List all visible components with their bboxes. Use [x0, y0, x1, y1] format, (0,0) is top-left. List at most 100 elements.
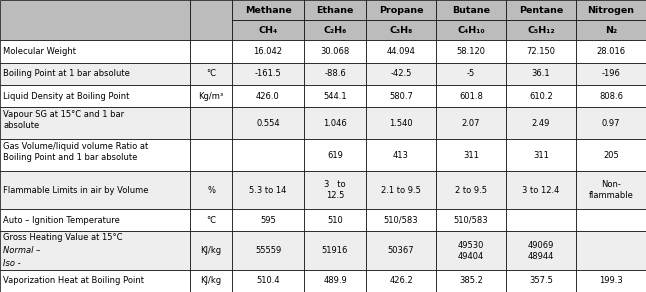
Bar: [0, 63, 190, 85]
Bar: [366, 209, 436, 232]
Text: 49530
49404: 49530 49404: [458, 241, 484, 261]
Text: Boiling Point at 1 bar absolute: Boiling Point at 1 bar absolute: [3, 69, 130, 78]
Bar: [304, 209, 366, 232]
Bar: [436, 171, 506, 209]
Bar: [190, 270, 232, 292]
Text: 510.4: 510.4: [256, 276, 280, 285]
Text: 199.3: 199.3: [599, 276, 623, 285]
Text: 72.150: 72.150: [526, 47, 556, 56]
Bar: [232, 270, 304, 292]
Text: N₂: N₂: [605, 26, 617, 35]
Text: 58.120: 58.120: [457, 47, 486, 56]
Bar: [506, 270, 576, 292]
Bar: [232, 209, 304, 232]
Text: 510/583: 510/583: [384, 216, 419, 225]
Bar: [506, 107, 576, 139]
Bar: [506, 0, 576, 20]
Bar: [366, 107, 436, 139]
Bar: [436, 20, 506, 40]
Text: 30.068: 30.068: [320, 47, 349, 56]
Text: 385.2: 385.2: [459, 276, 483, 285]
Bar: [190, 107, 232, 139]
Text: °C: °C: [206, 216, 216, 225]
Text: Kg/m³: Kg/m³: [198, 92, 224, 101]
Text: 311: 311: [533, 150, 549, 159]
Text: Butane: Butane: [452, 6, 490, 15]
Bar: [190, 171, 232, 209]
Bar: [190, 85, 232, 107]
Bar: [436, 85, 506, 107]
Bar: [366, 171, 436, 209]
Text: 426.2: 426.2: [389, 276, 413, 285]
Text: -196: -196: [601, 69, 620, 78]
Text: 595: 595: [260, 216, 276, 225]
Bar: [576, 20, 646, 40]
Bar: [232, 232, 304, 270]
Bar: [576, 232, 646, 270]
Bar: [232, 40, 304, 63]
Text: CH₄: CH₄: [258, 26, 278, 35]
Bar: [366, 85, 436, 107]
Text: 580.7: 580.7: [389, 92, 413, 101]
Text: 3   to
12.5: 3 to 12.5: [324, 180, 346, 200]
Bar: [0, 270, 190, 292]
Text: 2.07: 2.07: [462, 119, 480, 128]
Bar: [232, 63, 304, 85]
Bar: [506, 85, 576, 107]
Text: 51916: 51916: [322, 246, 348, 255]
Bar: [232, 0, 304, 20]
Text: 510: 510: [327, 216, 343, 225]
Text: KJ/kg: KJ/kg: [200, 276, 222, 285]
Bar: [506, 40, 576, 63]
Bar: [436, 0, 506, 20]
Bar: [0, 107, 190, 139]
Bar: [436, 232, 506, 270]
Bar: [366, 139, 436, 171]
Bar: [190, 63, 232, 85]
Bar: [436, 40, 506, 63]
Bar: [0, 0, 190, 40]
Text: 601.8: 601.8: [459, 92, 483, 101]
Bar: [304, 270, 366, 292]
Text: Vaporization Heat at Boiling Point: Vaporization Heat at Boiling Point: [3, 276, 144, 285]
Bar: [190, 139, 232, 171]
Text: 44.094: 44.094: [386, 47, 415, 56]
Bar: [304, 0, 366, 20]
Text: -88.6: -88.6: [324, 69, 346, 78]
Bar: [436, 139, 506, 171]
Text: 426.0: 426.0: [256, 92, 280, 101]
Text: 55559: 55559: [255, 246, 281, 255]
Text: 610.2: 610.2: [529, 92, 553, 101]
Text: 357.5: 357.5: [529, 276, 553, 285]
Text: 413: 413: [393, 150, 409, 159]
Bar: [576, 270, 646, 292]
Bar: [576, 107, 646, 139]
Text: Normal –: Normal –: [3, 246, 40, 255]
Bar: [436, 63, 506, 85]
Text: Molecular Weight: Molecular Weight: [3, 47, 76, 56]
Text: 2 to 9.5: 2 to 9.5: [455, 185, 487, 194]
Bar: [576, 63, 646, 85]
Bar: [436, 107, 506, 139]
Bar: [366, 0, 436, 20]
Bar: [304, 107, 366, 139]
Bar: [232, 107, 304, 139]
Bar: [0, 85, 190, 107]
Bar: [576, 0, 646, 20]
Text: Propane: Propane: [379, 6, 423, 15]
Text: Liquid Density at Boiling Point: Liquid Density at Boiling Point: [3, 92, 129, 101]
Bar: [304, 85, 366, 107]
Bar: [366, 63, 436, 85]
Bar: [576, 171, 646, 209]
Text: 1.540: 1.540: [389, 119, 413, 128]
Text: 28.016: 28.016: [596, 47, 625, 56]
Text: 311: 311: [463, 150, 479, 159]
Text: 36.1: 36.1: [532, 69, 550, 78]
Text: -5: -5: [467, 69, 475, 78]
Text: 3 to 12.4: 3 to 12.4: [523, 185, 559, 194]
Text: 619: 619: [327, 150, 343, 159]
Bar: [190, 0, 232, 40]
Text: 2.49: 2.49: [532, 119, 550, 128]
Text: °C: °C: [206, 69, 216, 78]
Bar: [232, 85, 304, 107]
